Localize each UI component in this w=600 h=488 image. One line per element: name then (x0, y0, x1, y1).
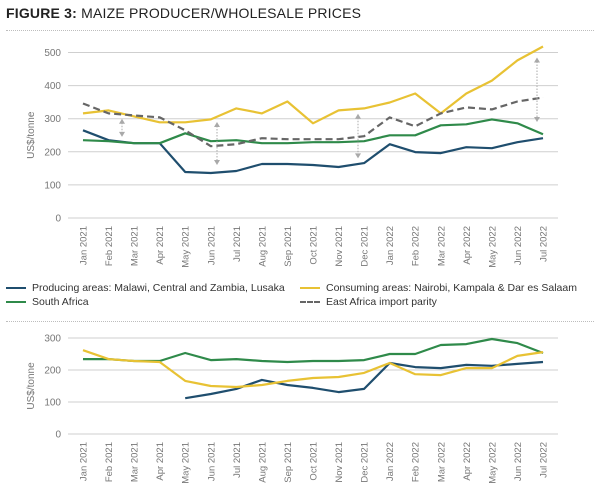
y-tick-label: 200 (44, 366, 61, 377)
y-tick-label: 0 (55, 214, 61, 225)
x-tick-label: Mar 2021 (130, 442, 141, 482)
figure-title-text: MAIZE PRODUCER/WHOLESALE PRICES (77, 5, 362, 21)
y-tick-label: 100 (44, 398, 61, 409)
x-tick-label: Feb 2021 (104, 226, 115, 266)
x-tick-label: Jul 2021 (232, 226, 243, 262)
legend-item-south-africa: South Africa (6, 296, 89, 308)
x-tick-label: Jan 2021 (79, 226, 90, 265)
legend-item-producing: Producing areas: Malawi, Central and Zam… (6, 282, 285, 294)
x-tick-label: Feb 2022 (411, 226, 422, 266)
legend-swatch-import-parity (300, 301, 320, 303)
series-line-producing (185, 360, 544, 400)
y-tick-label: 200 (44, 147, 61, 158)
x-tick-label: Apr 2021 (155, 226, 166, 265)
x-tick-label: Oct 2021 (309, 226, 320, 265)
annotation-arrow-head-up (534, 57, 540, 63)
x-tick-label: Jan 2021 (79, 442, 90, 481)
x-tick-label: Nov 2021 (334, 442, 345, 483)
x-tick-label: Jun 2021 (206, 442, 217, 481)
section-separator (6, 321, 594, 322)
x-tick-label: Nov 2021 (334, 226, 345, 267)
x-tick-label: Mar 2022 (436, 226, 447, 266)
x-tick-label: Jun 2022 (513, 226, 524, 265)
legend-label-import-parity: East Africa import parity (326, 296, 437, 308)
annotation-arrow-head-down (214, 160, 220, 166)
figure-title: FIGURE 3: MAIZE PRODUCER/WHOLESALE PRICE… (6, 5, 361, 21)
y-tick-label: 100 (44, 180, 61, 191)
top-line-chart: 0 100 200 300 400 500 US$/tonne Jan 2021 Feb 202… (26, 45, 558, 268)
legend-item-consuming: Consuming areas: Nairobi, Kampala & Dar … (300, 282, 577, 294)
annotation-arrow-head-down (534, 117, 540, 123)
x-tick-label: Jul 2021 (232, 442, 243, 478)
legend-swatch-south-africa (6, 301, 26, 303)
legend-label-producing: Producing areas: Malawi, Central and Zam… (32, 282, 285, 294)
legend-label-south-africa: South Africa (32, 296, 89, 308)
annotation-arrow-head-up (355, 113, 361, 119)
legend-label-consuming: Consuming areas: Nairobi, Kampala & Dar … (326, 282, 577, 294)
x-tick-label: Mar 2021 (130, 226, 141, 266)
x-tick-label: May 2022 (487, 442, 498, 484)
x-tick-label: Aug 2021 (257, 226, 268, 267)
x-tick-label: Aug 2021 (257, 442, 268, 483)
title-separator (6, 30, 594, 31)
x-tick-label: Jan 2022 (385, 226, 396, 265)
x-tick-label: Sep 2021 (283, 226, 294, 267)
annotation-arrow-head-down (119, 131, 125, 137)
y-tick-label: 300 (44, 114, 61, 125)
y-tick-label: 400 (44, 81, 61, 92)
figure-title-prefix: FIGURE 3: (6, 5, 78, 21)
x-tick-label: Oct 2021 (309, 442, 320, 481)
y-tick-label: 300 (44, 334, 61, 345)
x-tick-label: Feb 2021 (104, 442, 115, 482)
legend-item-import-parity: East Africa import parity (300, 296, 437, 308)
x-tick-label: Jul 2022 (539, 442, 550, 478)
y-tick-label: 500 (44, 48, 61, 59)
legend-swatch-producing (6, 287, 26, 289)
x-tick-label: Jun 2022 (513, 442, 524, 481)
y-axis-label: US$/tonne (26, 111, 37, 159)
annotation-arrow-head-up (214, 122, 220, 128)
y-axis-label: US$/tonne (26, 362, 37, 410)
x-tick-label: Dec 2021 (360, 442, 371, 483)
x-tick-label: Sep 2021 (283, 442, 294, 483)
x-tick-label: Apr 2022 (462, 442, 473, 481)
x-tick-label: Jun 2021 (206, 226, 217, 265)
x-tick-label: Dec 2021 (360, 226, 371, 267)
x-tick-label: Jan 2022 (385, 442, 396, 481)
series-line-consuming (82, 45, 544, 125)
y-tick-label: 0 (55, 430, 61, 441)
x-tick-label: Apr 2022 (462, 226, 473, 265)
x-tick-label: Apr 2021 (155, 442, 166, 481)
x-tick-label: Feb 2022 (411, 442, 422, 482)
annotation-arrow-head-up (119, 118, 125, 124)
legend-swatch-consuming (300, 287, 320, 289)
series-line-south-africa (83, 337, 544, 364)
series-line-consuming (82, 349, 544, 389)
x-tick-label: May 2021 (181, 442, 192, 484)
x-tick-label: Jul 2022 (539, 226, 550, 262)
x-tick-label: May 2022 (487, 226, 498, 268)
x-tick-label: May 2021 (181, 226, 192, 268)
x-tick-label: Mar 2022 (436, 442, 447, 482)
annotation-arrow-head-down (355, 153, 361, 159)
